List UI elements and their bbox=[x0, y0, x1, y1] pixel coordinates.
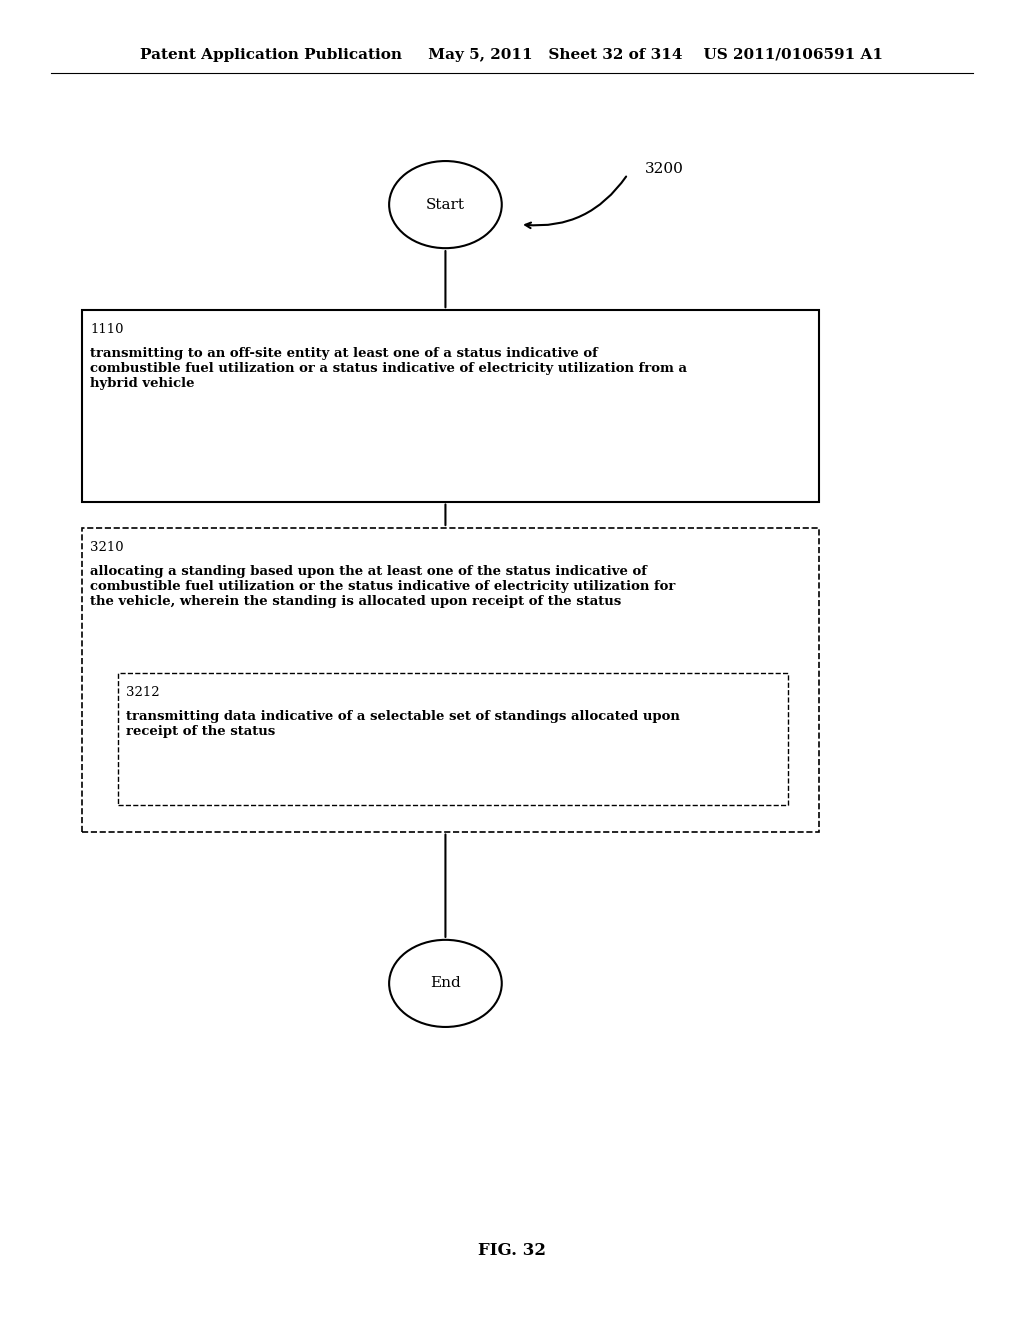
Text: transmitting to an off-site entity at least one of a status indicative of
combus: transmitting to an off-site entity at le… bbox=[90, 347, 687, 391]
Text: End: End bbox=[430, 977, 461, 990]
Text: Start: Start bbox=[426, 198, 465, 211]
FancyBboxPatch shape bbox=[82, 528, 819, 832]
Text: 3200: 3200 bbox=[645, 162, 684, 176]
Text: 1110: 1110 bbox=[90, 323, 124, 337]
FancyBboxPatch shape bbox=[118, 673, 788, 805]
Text: FIG. 32: FIG. 32 bbox=[478, 1242, 546, 1258]
Text: Patent Application Publication     May 5, 2011   Sheet 32 of 314    US 2011/0106: Patent Application Publication May 5, 20… bbox=[140, 49, 884, 62]
Text: allocating a standing based upon the at least one of the status indicative of
co: allocating a standing based upon the at … bbox=[90, 565, 676, 609]
FancyBboxPatch shape bbox=[82, 310, 819, 502]
Ellipse shape bbox=[389, 940, 502, 1027]
Ellipse shape bbox=[389, 161, 502, 248]
Text: 3210: 3210 bbox=[90, 541, 124, 554]
Text: transmitting data indicative of a selectable set of standings allocated upon
rec: transmitting data indicative of a select… bbox=[126, 710, 680, 738]
Text: 3212: 3212 bbox=[126, 686, 160, 700]
